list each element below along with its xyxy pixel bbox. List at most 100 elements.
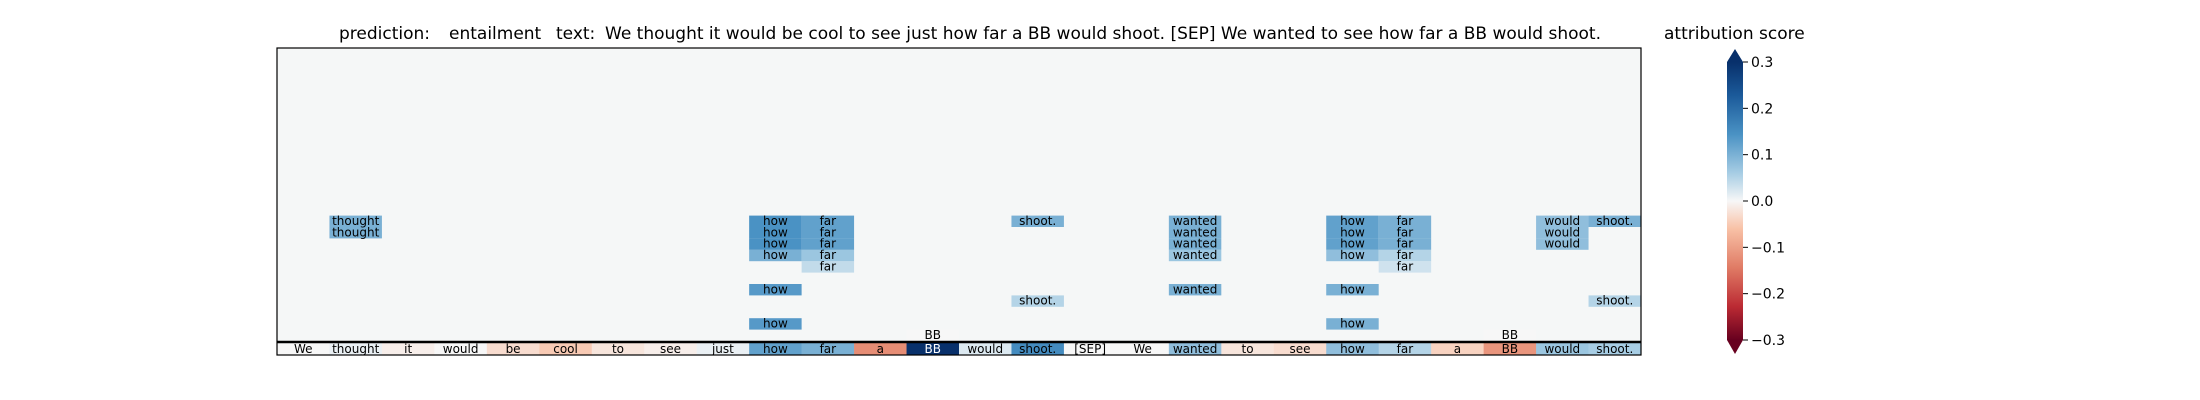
colorbar-tick-label: −0.2 <box>1751 287 1785 303</box>
layer-cell-label: how <box>1340 214 1365 228</box>
token-cell <box>749 343 802 355</box>
colorbar-ticks: 0.3 0.2 0.1 0.0 −0.1 −0.2 −0.3 <box>1743 55 1785 349</box>
layer-cell-label: would <box>1544 225 1580 239</box>
token-label: BB <box>925 342 941 356</box>
token-cell <box>1431 343 1484 355</box>
layer-cell-label: shoot. <box>1019 214 1056 228</box>
layer-cell <box>1326 284 1379 296</box>
colorbar-tick-label: 0.3 <box>1751 55 1773 71</box>
layer-cell-label: far <box>820 260 837 274</box>
layer-cell-label: far <box>820 214 837 228</box>
layer-cell <box>749 318 802 330</box>
layer-cell <box>1378 227 1432 239</box>
token-label: see <box>1289 342 1310 356</box>
token-cell <box>1011 343 1065 355</box>
token-label: [SEP] <box>1074 342 1106 356</box>
layer-cell-label: how <box>763 225 788 239</box>
token-cell <box>381 343 435 355</box>
token-label: would <box>967 342 1003 356</box>
token-cell <box>696 343 750 355</box>
layer-cell <box>1483 329 1537 341</box>
token-cell <box>854 343 907 355</box>
layer-cell <box>1011 295 1064 307</box>
colorbar-gradient <box>1727 62 1743 340</box>
token-label: far <box>820 342 837 356</box>
layer-cell-label: BB <box>925 328 941 342</box>
title-text-value: We thought it would be cool to see just … <box>605 24 1601 44</box>
layer-cell-label: thought <box>332 225 379 239</box>
layer-cell-label: how <box>1340 225 1365 239</box>
plot-background <box>277 48 1641 355</box>
token-label: be <box>506 342 521 356</box>
layer-cell-label: how <box>1340 237 1365 251</box>
layer-cell-label: shoot. <box>1596 294 1633 308</box>
layer-cell-label: far <box>820 237 837 251</box>
layer-cell <box>801 238 855 250</box>
token-label: far <box>1397 342 1414 356</box>
token-label: wanted <box>1173 342 1217 356</box>
token-cell <box>486 343 540 355</box>
title-prediction-value: entailment <box>449 24 542 44</box>
colorbar-tick-label: −0.3 <box>1751 333 1785 349</box>
layer-cell-label: far <box>1397 225 1414 239</box>
token-label: how <box>763 342 788 356</box>
title-text-label: text: <box>556 24 595 44</box>
layer-cell-label: wanted <box>1173 225 1217 239</box>
layer-cell-label: how <box>763 237 788 251</box>
layer-cell <box>1536 238 1589 250</box>
colorbar-tick-label: −0.1 <box>1751 240 1785 256</box>
token-cell <box>959 343 1012 355</box>
layer-cell <box>749 238 802 250</box>
token-cell <box>1221 343 1275 355</box>
layer-cell-label: BB <box>1502 328 1518 342</box>
layer-cell-label: shoot. <box>1019 294 1056 308</box>
layer-cell <box>1168 215 1222 227</box>
layer-cell <box>801 249 855 262</box>
layer-cell-label: thought <box>332 214 379 228</box>
token-cell <box>1536 343 1589 355</box>
token-cell <box>539 343 593 355</box>
token-cell <box>1273 343 1327 355</box>
layer-cell-label: how <box>763 282 788 296</box>
token-label: We <box>1133 342 1152 356</box>
layer-cell-label: how <box>763 214 788 228</box>
token-label: to <box>1242 342 1254 356</box>
layer-cell-label: shoot. <box>1596 214 1633 228</box>
layer-cell-label: how <box>1340 248 1365 262</box>
layer-cell-label: far <box>1397 214 1414 228</box>
token-label: would <box>1544 342 1580 356</box>
layer-cell <box>801 261 855 273</box>
layer-cell <box>329 215 382 227</box>
layer-cell <box>1326 215 1379 227</box>
token-label: see <box>660 342 681 356</box>
layer-cell-label: wanted <box>1173 248 1217 262</box>
layer-cell-label: far <box>820 248 837 262</box>
colorbar-tick-label: 0.2 <box>1751 101 1773 117</box>
token-cell <box>591 343 645 355</box>
layer-cell <box>906 329 959 341</box>
colorbar-label: attribution score <box>1664 24 1805 44</box>
layer-cell-label: wanted <box>1173 237 1217 251</box>
layer-cell <box>1588 215 1641 227</box>
token-label: it <box>404 342 412 356</box>
layer-cell <box>1326 227 1379 239</box>
layer-cell-label: wanted <box>1173 214 1217 228</box>
layer-cell <box>1326 238 1379 250</box>
layer-cell <box>749 249 802 262</box>
layer-cell <box>1378 215 1432 227</box>
token-cell <box>277 343 330 355</box>
layer-cell-label: far <box>820 225 837 239</box>
layer-cell-label: far <box>1397 260 1414 274</box>
token-label: shoot. <box>1019 342 1056 356</box>
layer-cell <box>801 215 855 227</box>
layer-cell <box>1378 261 1432 273</box>
layer-cell <box>749 284 802 296</box>
token-cell <box>434 343 488 355</box>
chart-title: prediction: entailment text: We thought … <box>339 24 1601 44</box>
layer-cell <box>329 227 382 239</box>
token-label: thought <box>332 342 379 356</box>
layer-cell-label: far <box>1397 248 1414 262</box>
